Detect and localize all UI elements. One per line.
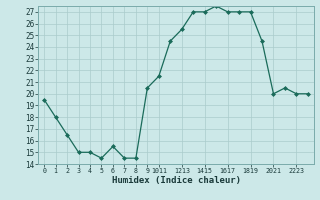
X-axis label: Humidex (Indice chaleur): Humidex (Indice chaleur) xyxy=(111,176,241,185)
